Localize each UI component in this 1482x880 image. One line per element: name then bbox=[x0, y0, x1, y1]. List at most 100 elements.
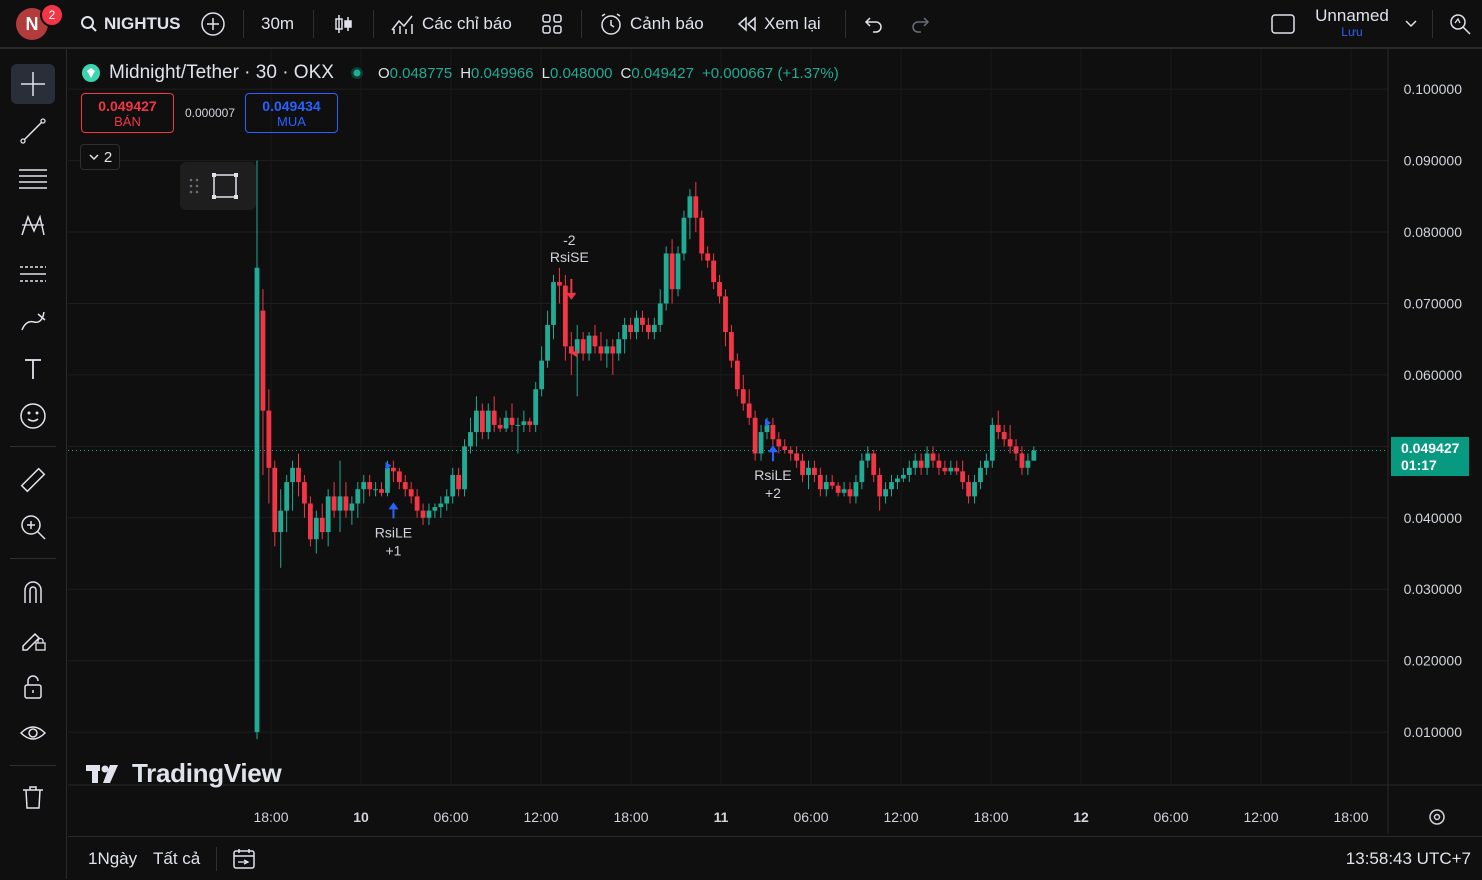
quick-search-button[interactable] bbox=[1448, 0, 1472, 47]
layout-menu-button[interactable] bbox=[1404, 0, 1418, 47]
candle-body bbox=[806, 467, 811, 475]
magnet-tool[interactable] bbox=[11, 572, 55, 612]
redo-button[interactable] bbox=[910, 0, 932, 47]
candle-body bbox=[319, 517, 325, 533]
indicators-toggle-button[interactable]: 2 bbox=[80, 144, 120, 170]
candle bbox=[645, 317, 651, 340]
layout-toggle-button[interactable] bbox=[1270, 0, 1296, 47]
range-1d-button[interactable]: 1Ngày bbox=[88, 848, 138, 868]
signal-label: RsiLE bbox=[375, 524, 412, 540]
replay-button[interactable]: Xem lại bbox=[736, 0, 821, 47]
candle-body bbox=[966, 482, 971, 497]
candle bbox=[551, 274, 556, 340]
candle bbox=[800, 453, 805, 483]
layout-name: Unnamed bbox=[1315, 6, 1389, 25]
candle bbox=[390, 460, 396, 483]
price-chart[interactable]: 0.100000 0.090000 0.080000 0.070000 0.060000… bbox=[68, 49, 1482, 834]
candle bbox=[717, 274, 722, 304]
candle bbox=[426, 503, 432, 525]
candle-body bbox=[776, 439, 782, 447]
symbol-search-button[interactable]: NIGHTUS bbox=[80, 0, 181, 47]
sell-price: 0.049427 bbox=[98, 98, 157, 114]
candle-body bbox=[989, 424, 995, 461]
candle bbox=[687, 189, 693, 240]
candle-body bbox=[580, 339, 586, 354]
hide-drawings-tool[interactable] bbox=[11, 714, 55, 754]
text-tool[interactable] bbox=[11, 349, 55, 389]
goto-date-button[interactable] bbox=[231, 837, 257, 880]
candle-body bbox=[444, 496, 450, 504]
measure-tool[interactable] bbox=[11, 460, 55, 500]
candle-body bbox=[396, 471, 402, 483]
candle bbox=[889, 474, 894, 497]
candle-body bbox=[960, 471, 966, 483]
candle bbox=[456, 467, 462, 497]
candle bbox=[515, 417, 521, 454]
grid-icon bbox=[540, 12, 564, 36]
buy-button[interactable]: 0.049434 MUA bbox=[245, 93, 338, 133]
candle-body bbox=[622, 324, 628, 340]
pattern-tool[interactable] bbox=[11, 206, 55, 246]
compare-add-button[interactable] bbox=[200, 0, 226, 47]
sell-button[interactable]: 0.049427 BÁN bbox=[81, 93, 174, 133]
trend-line-tool[interactable] bbox=[11, 111, 55, 151]
high-value: H0.049966 bbox=[460, 64, 534, 82]
chart-type-button[interactable] bbox=[331, 0, 355, 47]
undo-button[interactable] bbox=[862, 0, 884, 47]
chart-pane[interactable]: 0.100000 0.090000 0.080000 0.070000 0.060000… bbox=[68, 49, 1482, 834]
candle bbox=[651, 317, 657, 340]
series-legend: Midnight/Tether · 30 · OKX O0.048775 H0.… bbox=[81, 62, 839, 84]
candle bbox=[966, 474, 971, 504]
candle-body bbox=[711, 260, 717, 283]
candle-body bbox=[296, 467, 301, 483]
candle bbox=[954, 460, 960, 475]
candle-body bbox=[361, 482, 367, 490]
zoom-in-icon bbox=[18, 512, 48, 542]
redo-icon bbox=[910, 14, 932, 34]
candle-body bbox=[349, 503, 355, 511]
lock-drawing-tool[interactable] bbox=[11, 619, 55, 659]
candle bbox=[829, 474, 835, 490]
emoji-tool[interactable] bbox=[11, 396, 55, 436]
alerts-button[interactable]: Cảnh báo bbox=[598, 0, 704, 47]
spread-value: 0.000007 bbox=[184, 106, 236, 120]
layouts-button[interactable] bbox=[540, 0, 564, 47]
crosshair-tool[interactable] bbox=[11, 64, 55, 104]
candle-body bbox=[474, 410, 479, 433]
layout-name-button[interactable]: Unnamed Lưu bbox=[1306, 6, 1398, 39]
timezone-clock[interactable]: 13:58:43 UTC+7 bbox=[1345, 848, 1471, 868]
candle bbox=[871, 449, 877, 483]
candle bbox=[557, 267, 562, 304]
candle-body bbox=[669, 253, 675, 290]
drag-handle-icon[interactable] bbox=[188, 176, 200, 196]
candle-body bbox=[302, 482, 307, 504]
candle-body bbox=[533, 389, 539, 425]
candle-body bbox=[485, 410, 491, 433]
interval-button[interactable]: 30m bbox=[261, 13, 295, 33]
candle bbox=[586, 332, 592, 361]
candle bbox=[675, 246, 681, 297]
prediction-tool[interactable] bbox=[11, 254, 55, 294]
range-all-button[interactable]: Tất cả bbox=[153, 848, 201, 868]
candle-body bbox=[995, 424, 1001, 433]
plus-circle-icon bbox=[200, 11, 226, 37]
fib-retracement-tool[interactable] bbox=[11, 159, 55, 199]
brush-tool[interactable] bbox=[11, 301, 55, 341]
candle bbox=[794, 446, 800, 468]
candle-body bbox=[823, 482, 829, 490]
candle-body bbox=[551, 282, 556, 325]
candle-body bbox=[889, 482, 894, 490]
candle bbox=[711, 253, 717, 290]
rectangle-select-icon[interactable] bbox=[210, 171, 240, 201]
candle bbox=[640, 310, 645, 333]
x-tick-label: 06:00 bbox=[1153, 809, 1188, 825]
zoom-in-tool[interactable] bbox=[11, 507, 55, 547]
candle-body bbox=[527, 421, 533, 425]
settings-gear-icon[interactable] bbox=[1429, 809, 1445, 825]
candle bbox=[835, 482, 841, 497]
lock-all-tool[interactable] bbox=[11, 667, 55, 707]
candle bbox=[657, 289, 663, 333]
symbol-title[interactable]: Midnight/Tether · 30 · OKX bbox=[109, 62, 334, 83]
indicators-button[interactable]: Các chỉ báo bbox=[390, 0, 512, 47]
remove-drawings-tool[interactable] bbox=[11, 777, 55, 817]
